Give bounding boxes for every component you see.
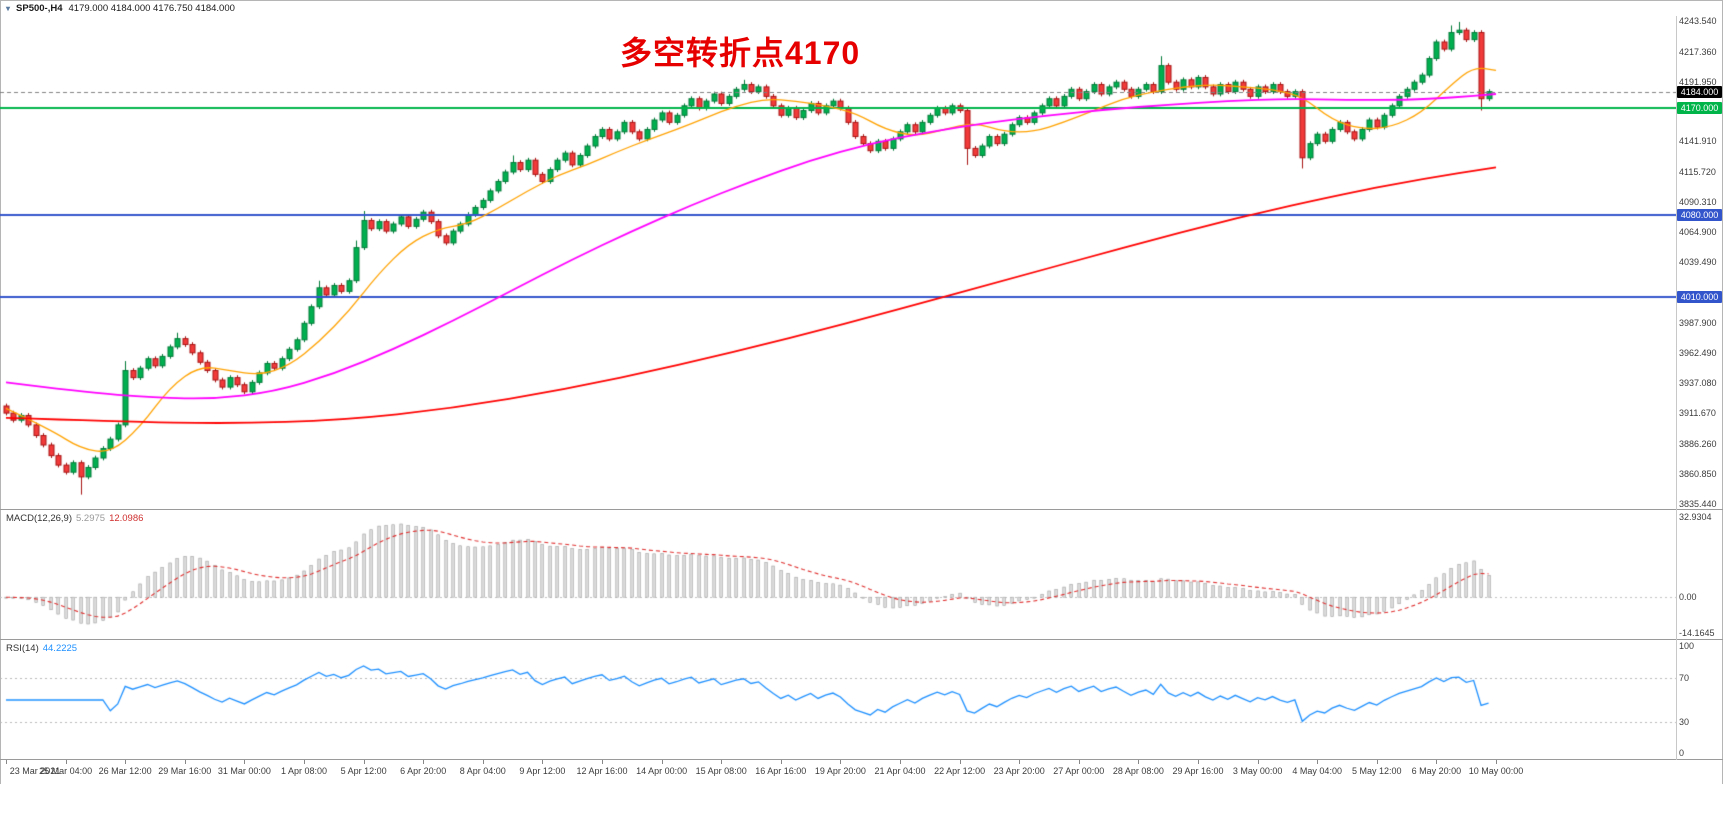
time-axis: 23 Mar 2021 25 Mar 04:00 26 Mar 12:00 29 Ma… xyxy=(0,760,1723,784)
time-tick xyxy=(781,760,782,764)
price-axis-label: 4243.540 xyxy=(1679,16,1717,27)
pane-divider xyxy=(0,509,1723,510)
time-axis-label: 10 May 00:00 xyxy=(1468,766,1524,776)
time-axis-label: 25 Mar 04:00 xyxy=(39,766,93,776)
price-axis-label: 4141.910 xyxy=(1679,136,1717,147)
time-tick xyxy=(6,760,7,764)
time-axis-label: 5 May 12:00 xyxy=(1352,766,1402,776)
price-badge: 4184.000 xyxy=(1677,85,1722,98)
time-tick xyxy=(840,760,841,764)
time-axis-label: 29 Apr 16:00 xyxy=(1172,766,1224,776)
time-tick xyxy=(900,760,901,764)
price-badge: 4170.000 xyxy=(1677,102,1722,115)
time-axis-label: 6 May 20:00 xyxy=(1411,766,1462,776)
time-axis-label: 8 Apr 04:00 xyxy=(459,766,506,776)
rsi-canvas[interactable] xyxy=(0,640,1676,760)
header-bar: ▾ SP500-,H4 4179.000 4184.000 4176.750 4… xyxy=(0,0,1723,16)
time-tick xyxy=(304,760,305,764)
time-axis-label: 28 Apr 08:00 xyxy=(1112,766,1164,776)
macd-axis-label: 32.9304 xyxy=(1679,512,1712,522)
rsi-label: RSI(14) 44.2225 xyxy=(6,643,78,654)
time-axis-label: 29 Mar 16:00 xyxy=(158,766,212,776)
time-axis-label: 5 Apr 12:00 xyxy=(340,766,387,776)
time-tick xyxy=(185,760,186,764)
time-tick xyxy=(244,760,245,764)
macd-canvas[interactable] xyxy=(0,510,1676,640)
price-chart-canvas[interactable] xyxy=(0,16,1676,510)
time-axis-label: 19 Apr 20:00 xyxy=(814,766,866,776)
time-tick xyxy=(1496,760,1497,764)
price-axis-label: 3937.080 xyxy=(1679,378,1717,389)
time-axis-label: 15 Apr 08:00 xyxy=(695,766,747,776)
price-pane: 多空转折点4170 4243.540 4217.360 4191.950 4141.9… xyxy=(0,16,1723,510)
price-axis-label: 4064.900 xyxy=(1679,227,1717,238)
time-tick xyxy=(66,760,67,764)
price-axis-label: 3962.490 xyxy=(1679,348,1717,359)
price-axis-label: 3835.440 xyxy=(1679,498,1717,509)
time-axis-label: 14 Apr 00:00 xyxy=(636,766,688,776)
time-tick xyxy=(1019,760,1020,764)
time-tick xyxy=(423,760,424,764)
price-axis-label: 3886.260 xyxy=(1679,438,1717,449)
time-axis-label: 22 Apr 12:00 xyxy=(934,766,986,776)
time-tick xyxy=(1079,760,1080,764)
time-tick xyxy=(1317,760,1318,764)
macd-label: MACD(12,26,9) 5.2975 12.0986 xyxy=(6,513,144,524)
ohlc-values: 4179.000 4184.000 4176.750 4184.000 xyxy=(68,2,235,14)
time-tick xyxy=(364,760,365,764)
time-tick xyxy=(483,760,484,764)
time-axis-label: 31 Mar 00:00 xyxy=(217,766,271,776)
macd-axis-label: 0.00 xyxy=(1679,592,1697,603)
time-tick xyxy=(960,760,961,764)
time-axis-label: 27 Apr 00:00 xyxy=(1053,766,1105,776)
time-tick xyxy=(542,760,543,764)
symbol-title: SP500-,H4 xyxy=(16,2,63,14)
rsi-axis-label: 70 xyxy=(1679,673,1690,684)
time-tick xyxy=(721,760,722,764)
collapse-arrow-icon[interactable]: ▾ xyxy=(6,3,11,13)
price-axis-label: 4217.360 xyxy=(1679,47,1717,58)
time-tick xyxy=(125,760,126,764)
time-tick xyxy=(1138,760,1139,764)
time-tick xyxy=(662,760,663,764)
macd-pane: MACD(12,26,9) 5.2975 12.0986 32.9304 0.00 -1… xyxy=(0,510,1723,640)
time-axis-label: 3 May 00:00 xyxy=(1232,766,1283,776)
price-axis-label: 4090.310 xyxy=(1679,197,1717,208)
axis-separator xyxy=(1676,16,1677,760)
time-tick xyxy=(602,760,603,764)
time-tick xyxy=(1436,760,1437,764)
macd-axis-label: -14.1645 xyxy=(1679,628,1715,638)
price-axis-label: 4115.720 xyxy=(1679,167,1716,178)
price-axis-label: 3911.670 xyxy=(1679,408,1716,419)
time-axis-label: 21 Apr 04:00 xyxy=(874,766,926,776)
rsi-axis-label: 0 xyxy=(1679,748,1685,758)
bottom-margin xyxy=(0,784,1723,833)
time-axis-label: 26 Mar 12:00 xyxy=(98,766,152,776)
time-axis-label: 16 Apr 16:00 xyxy=(755,766,807,776)
time-axis-label: 1 Apr 08:00 xyxy=(280,766,328,776)
time-tick xyxy=(1198,760,1199,764)
price-axis-label: 4191.950 xyxy=(1679,77,1717,88)
time-axis-label: 12 Apr 16:00 xyxy=(576,766,628,776)
rsi-axis-label: 30 xyxy=(1679,716,1690,727)
time-axis-label: 23 Apr 20:00 xyxy=(993,766,1045,776)
pane-divider xyxy=(0,759,1723,760)
time-axis-label: 4 May 04:00 xyxy=(1292,766,1342,776)
pane-divider xyxy=(0,639,1723,640)
price-axis-label: 4039.490 xyxy=(1679,257,1717,268)
time-axis-label: 23 Mar 2021 xyxy=(9,766,61,776)
time-tick xyxy=(1377,760,1378,764)
time-axis-label: 6 Apr 20:00 xyxy=(400,766,447,776)
price-axis-label: 3860.850 xyxy=(1679,468,1717,479)
time-tick xyxy=(1258,760,1259,764)
price-badge: 4010.000 xyxy=(1677,291,1722,304)
rsi-pane: RSI(14) 44.2225 100 70 30 0 xyxy=(0,640,1723,760)
rsi-axis-label: 100 xyxy=(1679,641,1695,651)
price-axis-label: 3987.900 xyxy=(1679,318,1717,329)
time-axis-label: 9 Apr 12:00 xyxy=(519,766,566,776)
chart-annotation: 多空转折点4170 xyxy=(620,35,861,71)
price-badge: 4080.000 xyxy=(1677,208,1722,221)
